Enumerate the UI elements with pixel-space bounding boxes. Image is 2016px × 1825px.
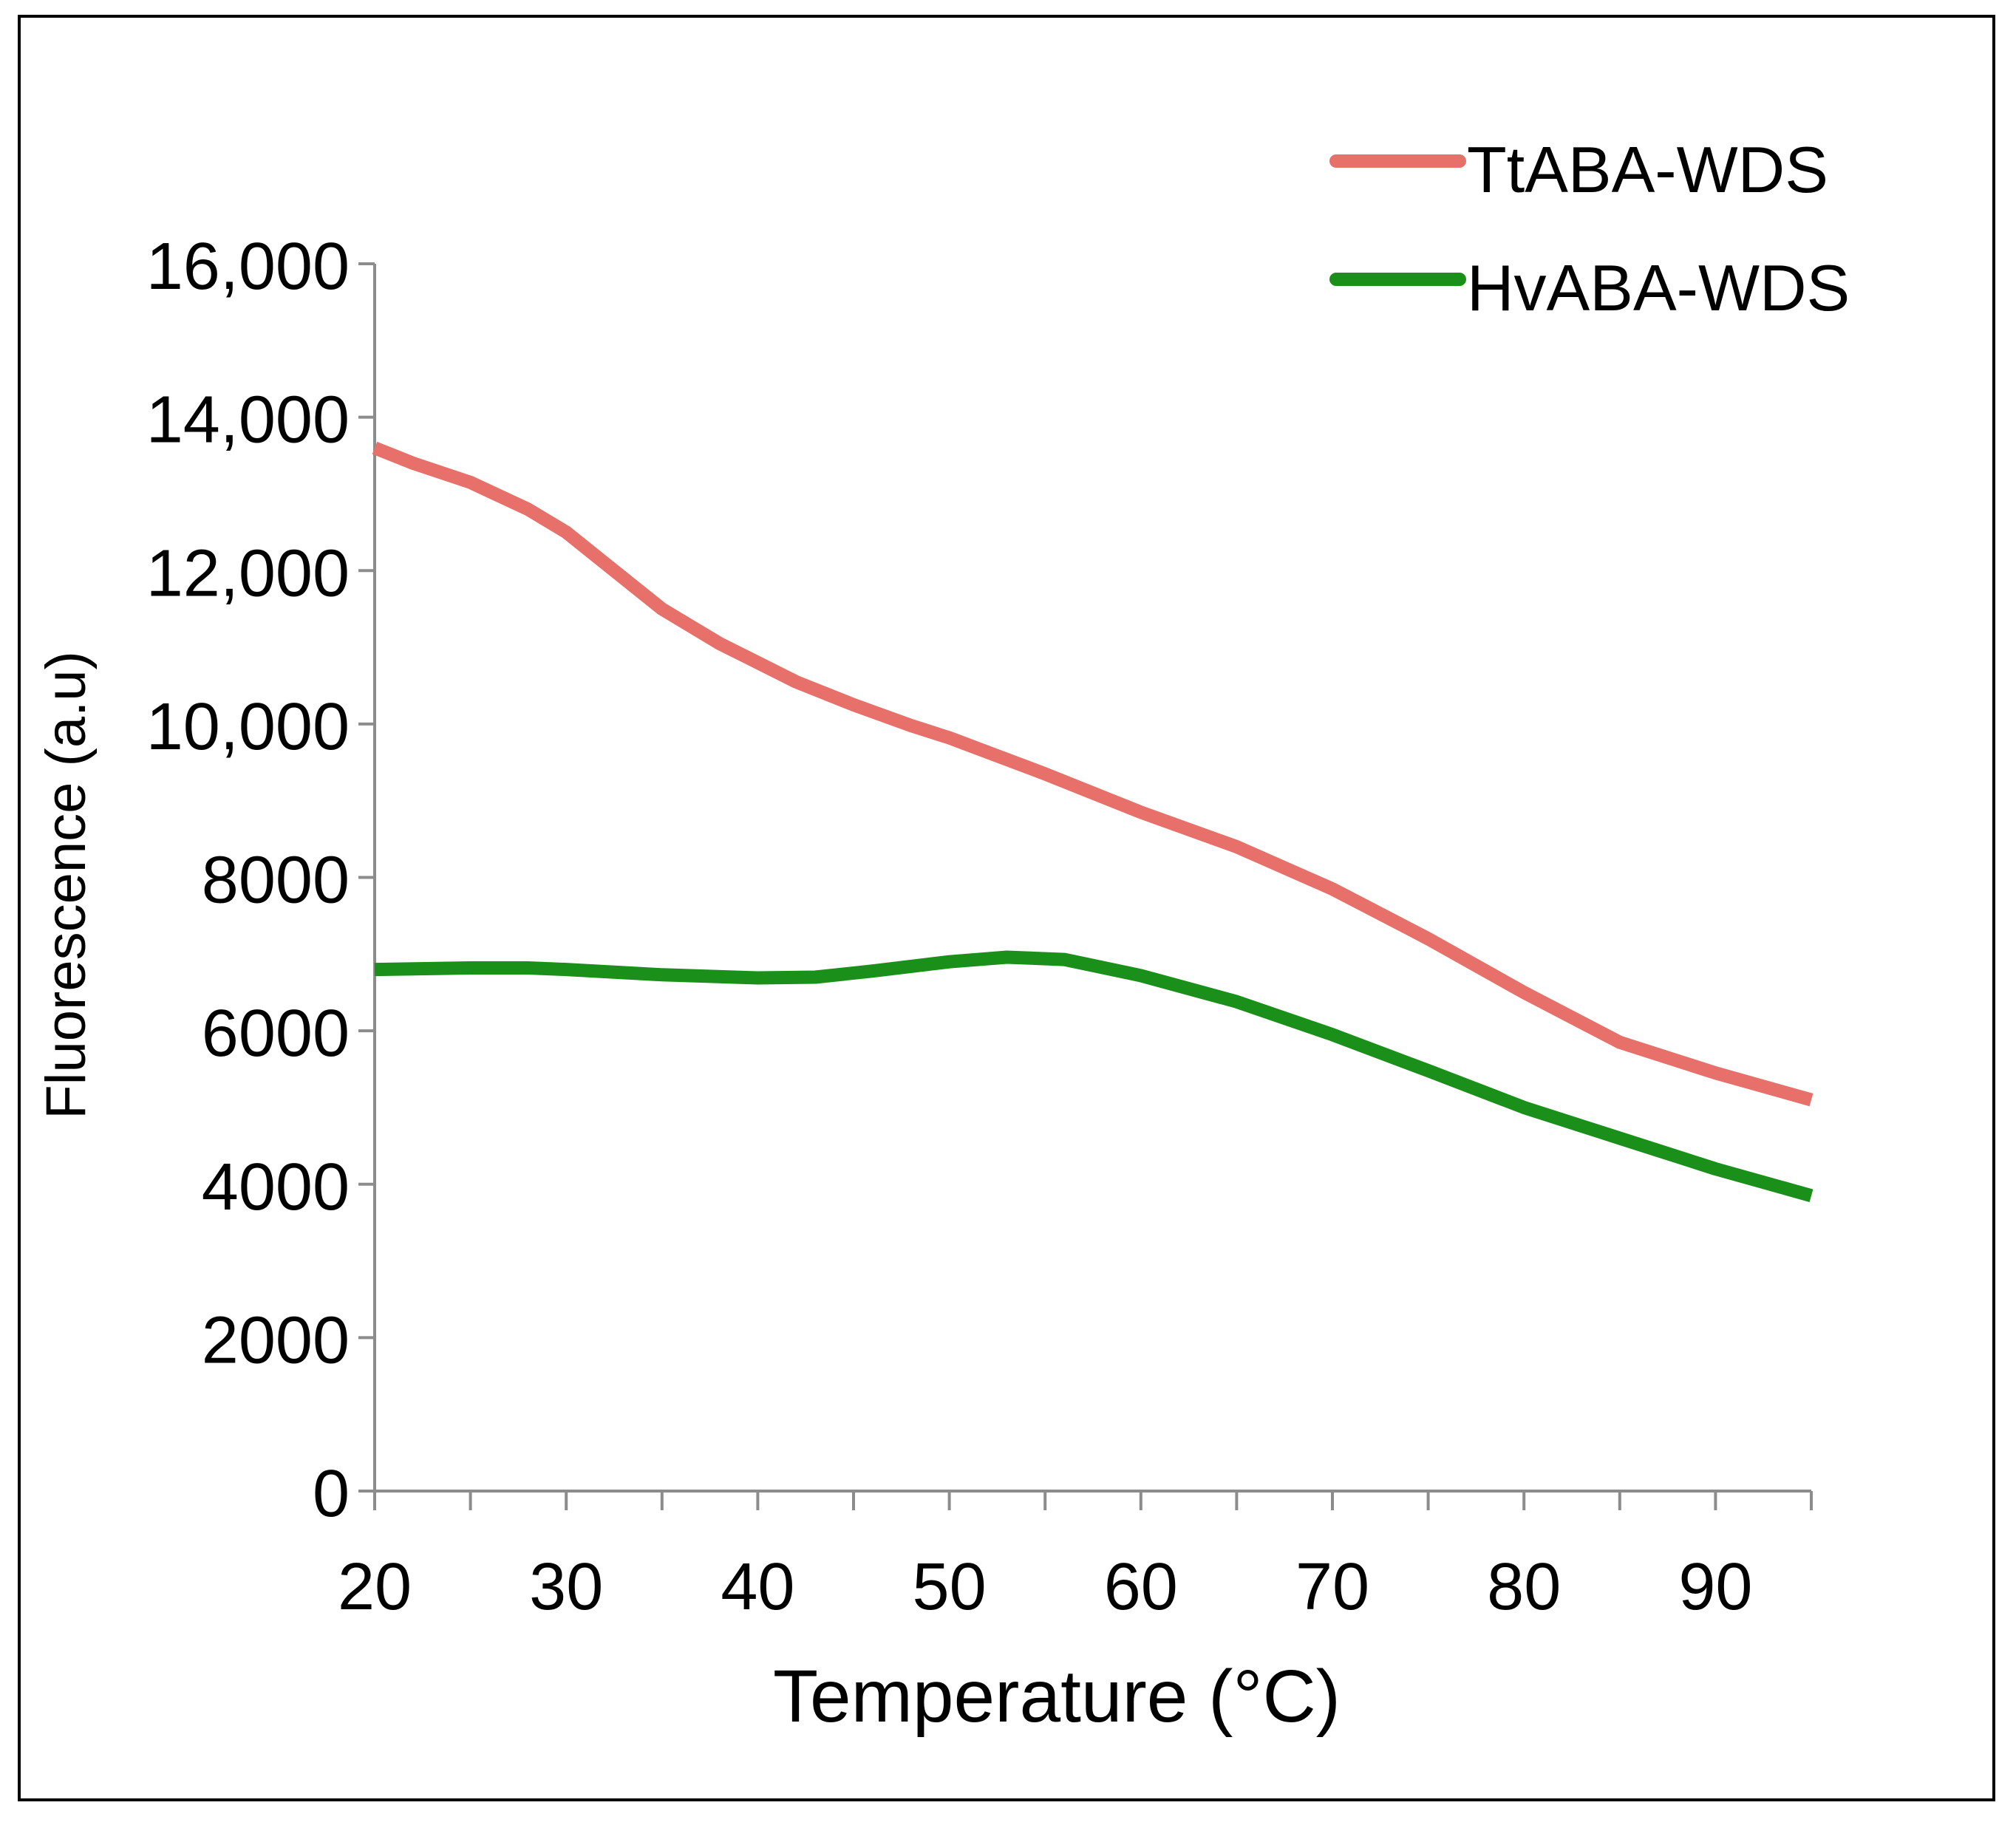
y-axis-title: Fluorescence (a.u): [35, 651, 98, 1119]
y-tick-label: 0: [313, 1457, 350, 1531]
y-tick-label: 6000: [202, 997, 350, 1071]
y-tick-label: 8000: [202, 844, 350, 918]
x-ticks: 20 30 40 50 60 70 80 90: [338, 1491, 1813, 1624]
x-tick-label: 20: [338, 1550, 412, 1624]
legend: TtABA-WDS HvABA-WDS: [1329, 133, 1850, 324]
y-tick-label: 10,000: [146, 690, 350, 764]
y-ticks: 0 2000 4000 6000 8000 10,000 12,000 14,000 16,00…: [146, 230, 375, 1531]
x-tick-label: 70: [1295, 1550, 1369, 1624]
legend-label-hvaba-wds: HvABA-WDS: [1467, 251, 1850, 324]
x-tick-label: 80: [1487, 1550, 1561, 1624]
x-axis-title: Temperature (°C): [773, 1655, 1341, 1738]
x-tick-label: 90: [1678, 1550, 1752, 1624]
x-tick-label: 30: [529, 1550, 603, 1624]
y-tick-label: 16,000: [146, 230, 350, 304]
axes: [373, 264, 1811, 1493]
y-tick-label: 14,000: [146, 383, 350, 457]
x-tick-label: 50: [913, 1550, 987, 1624]
series-line-hvaba-wds: [374, 950, 1814, 1202]
series-layer: [372, 441, 1814, 1202]
y-tick-label: 4000: [202, 1150, 350, 1224]
legend-label-ttaba-wds: TtABA-WDS: [1467, 133, 1828, 206]
y-tick-label: 12,000: [146, 536, 350, 610]
x-tick-label: 40: [721, 1550, 794, 1624]
y-tick-label: 2000: [202, 1303, 350, 1377]
series-line-ttaba-wds: [372, 441, 1814, 1107]
x-tick-label: 60: [1104, 1550, 1178, 1624]
chart-frame: [18, 15, 1995, 1801]
